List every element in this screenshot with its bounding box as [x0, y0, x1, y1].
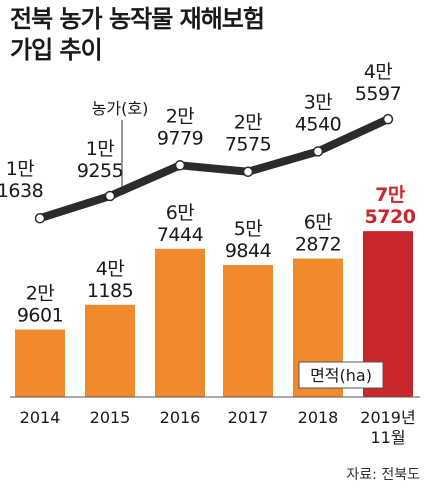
- x-tick-2014: 2014: [20, 408, 61, 427]
- bar-label-2017: 5만 9844: [225, 218, 272, 262]
- x-tick-2017: 2017: [228, 408, 269, 427]
- x-tick-2018: 2018: [298, 408, 339, 427]
- bar-series-name: 면적(ha): [310, 366, 372, 385]
- line-series-name: 농가(호): [92, 99, 149, 118]
- line-series: [34, 113, 394, 224]
- line-point-2019년-11월: [382, 113, 394, 125]
- title-line-1: 전북 농가 농작물 재해보험: [10, 5, 265, 33]
- chart-title: 전북 농가 농작물 재해보험 가입 추이: [10, 4, 265, 66]
- bar-label-2018: 6만 2872: [295, 212, 341, 256]
- source-note: 자료: 전북도: [346, 467, 420, 483]
- line-label-2014: 1만 1638: [0, 158, 43, 202]
- line-path: [36, 115, 392, 223]
- bar-2017: [223, 264, 273, 397]
- x-tick-2019년-11월: 2019년 11월: [360, 408, 415, 447]
- x-axis-ticks: 2014 2015 2016 2017 2018 2019년 11월: [20, 408, 416, 447]
- line-label-2015: 1만 9255: [77, 138, 123, 182]
- line-point-2016: [174, 160, 186, 171]
- line-point-2018: [312, 146, 324, 157]
- line-label-2018: 3만 4540: [295, 91, 341, 135]
- x-tick-2016: 2016: [160, 408, 201, 427]
- data-labels: 2만 9601 4만 1185 6만 7444 5만 9844 6만 2872 7만 5720 1만 16…: [0, 61, 416, 326]
- bar-2015: [85, 304, 135, 397]
- bar-label-2016: 6만 7444: [157, 202, 204, 246]
- line-point-2015: [104, 190, 116, 202]
- title-line-2: 가입 추이: [10, 36, 103, 64]
- x-tick-2015: 2015: [90, 408, 131, 427]
- line-label-2016: 2만 9779: [157, 105, 203, 149]
- bar-series-name-box: [298, 361, 384, 389]
- series-labels: 농가(호) 면적(ha): [92, 99, 384, 389]
- bar-2016: [155, 248, 205, 397]
- bar-2014: [15, 329, 65, 397]
- line-point-2014: [34, 212, 46, 224]
- line-label-2019년-11월: 4만 5597: [355, 61, 401, 105]
- bar-label-2015: 4만 1185: [87, 258, 133, 302]
- bar-label-2019년-11월: 7만 5720: [365, 184, 416, 228]
- line-label-2017: 2만 7575: [225, 112, 271, 156]
- bar-label-2014: 2만 9601: [17, 283, 63, 327]
- line-point-2017: [242, 166, 254, 177]
